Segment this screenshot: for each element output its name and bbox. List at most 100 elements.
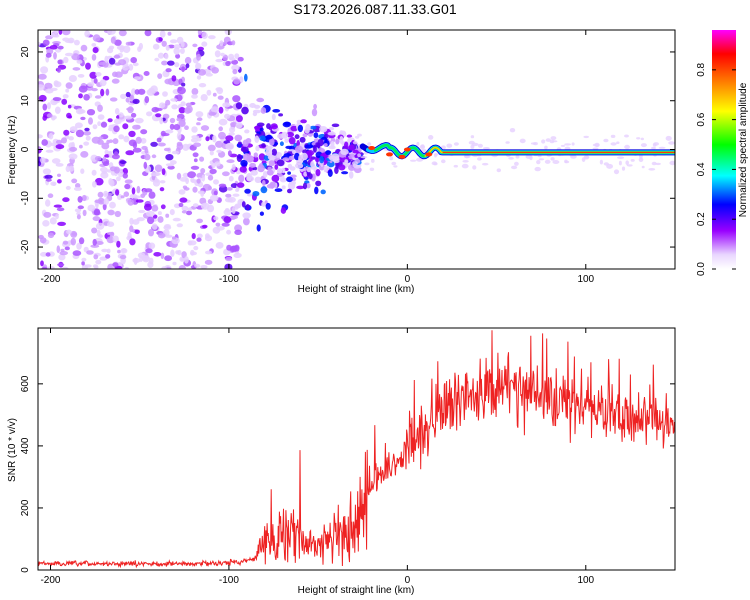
spectrogram-blob [330, 140, 335, 149]
spectrogram-blob [286, 176, 293, 183]
colorbar-tick-label: 0.6 [696, 112, 707, 126]
spectrogram-blob [190, 165, 200, 170]
spectrogram-blob [42, 103, 48, 111]
spectrogram-blob [71, 232, 78, 236]
spectrogram-blob [309, 125, 317, 130]
spectrogram-blob [150, 172, 160, 177]
spectrogram-blob [114, 39, 122, 46]
spectrogram-blob [243, 217, 250, 226]
spectrogram-blob [192, 152, 199, 158]
spectrogram-blob [616, 141, 620, 144]
spectrogram-blob [195, 62, 202, 70]
spectrogram-blob [245, 204, 250, 211]
spectrogram-blob [327, 169, 333, 177]
spectrogram-blob [244, 188, 251, 194]
spectrogram-blob [143, 161, 148, 169]
spectrogram-blob [190, 251, 197, 256]
spectrogram-blob [45, 252, 51, 257]
spectrogram-blob [209, 150, 214, 156]
spectrogram-blob [323, 143, 328, 147]
spectrogram-blob [155, 113, 162, 118]
spectrogram-blob [338, 164, 346, 171]
spectrogram-blob [128, 139, 137, 147]
spectrogram-blob [326, 160, 335, 168]
spectrogram-blob [515, 155, 520, 159]
spectrogram-blob [192, 43, 198, 48]
spectrogram-blob [252, 191, 260, 197]
spectrogram-blob [651, 146, 656, 150]
spectrogram-blob [190, 137, 199, 143]
spectrogram-blob [114, 108, 120, 115]
spectrogram-blob [181, 205, 189, 211]
spectrogram-blob [311, 108, 318, 117]
spectrogram-blob [80, 44, 88, 52]
spectrogram-blob [260, 107, 267, 114]
spectrogram-blob [80, 168, 85, 174]
spectrogram-blob [334, 166, 339, 174]
spectrogram-blob [534, 166, 541, 172]
spectrogram-blob [232, 193, 240, 197]
spectrogram-blob [276, 168, 283, 174]
spectrogram-blob [300, 119, 307, 124]
spectrogram-blob [223, 216, 232, 224]
spectrogram-blob [184, 125, 189, 130]
spectrogram-blob [259, 127, 264, 132]
spectrogram-blob [253, 152, 258, 158]
spectrogram-blob [333, 159, 340, 164]
spectrogram-blob [235, 102, 243, 110]
spectrogram-blob [130, 57, 137, 64]
spectrogram-blob [185, 210, 193, 216]
spectrogram-blob [100, 166, 108, 173]
spectrogram-blob [241, 201, 246, 208]
spectrogram-blob [218, 118, 228, 126]
spectrogram-blob [128, 63, 134, 71]
spectrogram-blob [583, 135, 589, 139]
spectrogram-blob [82, 209, 87, 217]
spectrogram-blob [228, 175, 234, 182]
spectrogram-blob [148, 242, 156, 250]
spectrogram-blob [331, 123, 340, 128]
spectrogram-blob [80, 151, 89, 158]
spectrogram-blob [222, 102, 231, 108]
spectrogram-blob [564, 159, 568, 164]
spectrogram-blob [108, 139, 114, 143]
spectrogram-blob [550, 157, 555, 161]
spectrogram-blob [169, 123, 175, 130]
spectrogram-blob [198, 83, 207, 88]
spectrogram-blob [77, 205, 85, 210]
spectrogram-blob [238, 174, 245, 183]
spectrogram-blob [224, 197, 233, 203]
spectrogram-blob [315, 180, 322, 187]
spectrogram-blob [132, 219, 140, 225]
spectrogram-blob [187, 207, 193, 211]
spectrogram-blob [217, 95, 224, 100]
spectrogram-blob [87, 82, 95, 87]
spectrogram-blob [510, 165, 518, 170]
spectrogram-blob [63, 56, 69, 64]
spectrogram-blob [38, 84, 45, 91]
spectrogram-blob [320, 189, 326, 195]
spectrogram-blob [550, 136, 557, 141]
spectrogram-blob [483, 147, 490, 150]
spectrogram-blob [470, 135, 475, 139]
spectrogram-blob [280, 207, 287, 214]
spectrogram-blob [106, 236, 115, 244]
spectrogram-blob [98, 234, 103, 238]
spectrogram-blob [191, 126, 198, 133]
spectrogram-blob [144, 203, 152, 211]
spectrogram-blob [640, 143, 647, 148]
spectrogram-blob [207, 144, 216, 152]
spectrogram-blob [77, 74, 85, 78]
spectrogram-blob [123, 135, 130, 143]
y-tick-label: 20 [20, 46, 31, 58]
spectrogram-blob [530, 142, 537, 145]
spectrogram-blob [57, 173, 61, 177]
spectrogram-blob [196, 53, 202, 61]
spectrogram-blob [196, 237, 202, 242]
spectrogram-blob [215, 87, 222, 92]
spectrogram-blob [229, 57, 236, 61]
spectrogram-blob [48, 132, 54, 140]
spectrogram-blob [178, 189, 186, 195]
spectrogram-blob [77, 196, 83, 203]
colorbar-label: Normalized spectral amplitude [738, 82, 749, 217]
